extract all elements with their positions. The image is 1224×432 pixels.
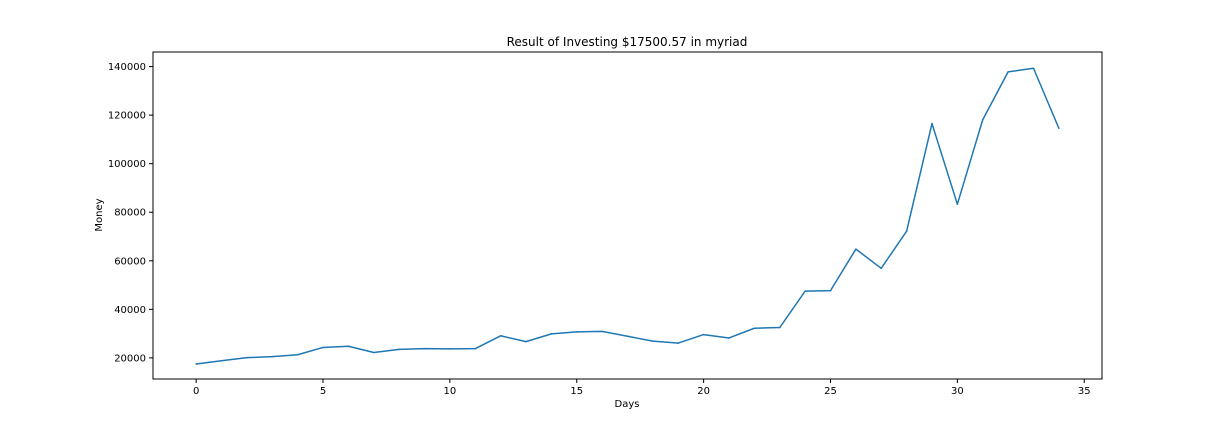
data-point xyxy=(652,340,654,342)
data-point xyxy=(778,326,781,329)
data-point xyxy=(575,331,578,333)
data-point xyxy=(931,122,933,125)
y-tick-label: 40000 xyxy=(114,305,146,316)
y-tick-label: 60000 xyxy=(114,256,146,267)
data-point xyxy=(372,351,375,354)
series-line xyxy=(196,67,1060,365)
x-tick-label: 5 xyxy=(320,386,326,397)
data-point xyxy=(956,203,959,206)
y-tick-label: 140000 xyxy=(108,62,146,73)
x-axis: 0 5 10 15 20 25 30 35 xyxy=(193,379,1091,397)
y-tick-label: 80000 xyxy=(114,208,146,219)
data-point xyxy=(220,359,223,362)
x-tick-label: 30 xyxy=(951,386,964,397)
data-point xyxy=(449,348,451,350)
y-tick-label: 100000 xyxy=(108,159,146,170)
x-tick-label: 25 xyxy=(824,386,837,397)
data-point xyxy=(981,118,984,121)
data-point xyxy=(499,334,502,337)
data-point xyxy=(246,356,248,359)
data-point xyxy=(626,335,629,338)
data-point xyxy=(271,355,274,358)
data-point xyxy=(880,267,883,270)
chart-title: Result of Investing $17500.57 in myriad xyxy=(507,35,748,49)
x-axis-title: Days xyxy=(615,399,640,410)
data-point xyxy=(728,337,730,339)
data-point xyxy=(677,342,680,344)
data-point xyxy=(829,289,832,292)
data-point xyxy=(753,327,756,330)
data-point xyxy=(296,353,299,356)
data-point xyxy=(905,230,908,232)
plot-frame xyxy=(152,51,1103,380)
data-point xyxy=(601,330,603,333)
data-point xyxy=(804,290,806,292)
y-axis-title: Money xyxy=(94,198,105,231)
x-tick-label: 0 xyxy=(193,386,199,397)
data-point xyxy=(474,347,477,350)
data-point xyxy=(347,345,350,348)
y-tick-label: 20000 xyxy=(114,353,146,364)
y-axis: 20000 40000 60000 80000 100000 120000 140000 xyxy=(108,62,153,364)
data-point xyxy=(1058,127,1060,130)
x-tick-label: 35 xyxy=(1078,386,1091,397)
data-point xyxy=(322,346,324,349)
data-point xyxy=(423,347,426,350)
x-tick-label: 10 xyxy=(444,386,457,397)
x-tick-label: 15 xyxy=(570,386,583,397)
data-point xyxy=(550,333,553,335)
data-point xyxy=(702,333,705,336)
data-point xyxy=(398,348,400,351)
y-tick-label: 120000 xyxy=(108,111,146,122)
plot-area xyxy=(195,67,1060,365)
data-point xyxy=(1007,71,1009,73)
data-point xyxy=(525,340,527,343)
data-point xyxy=(855,248,857,250)
x-tick-label: 20 xyxy=(697,386,710,397)
data-point xyxy=(1032,67,1035,70)
data-point xyxy=(195,363,197,365)
